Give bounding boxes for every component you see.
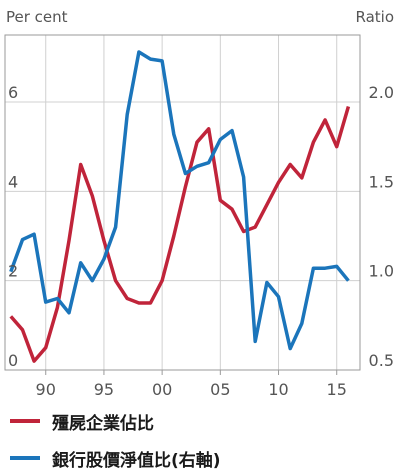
left-axis-tick-label: 2 bbox=[8, 262, 18, 281]
left-axis-tick-label: 6 bbox=[8, 83, 18, 102]
series-line-bank-pb-ratio bbox=[9, 50, 350, 351]
legend-swatch-blue bbox=[10, 456, 40, 460]
series-line-zombie-firms bbox=[9, 106, 351, 363]
plot-frame bbox=[4, 34, 361, 371]
right-axis-tick-label: 1.0 bbox=[369, 262, 394, 281]
x-axis-tick-label: 05 bbox=[210, 380, 230, 399]
right-axis-tick-label: 1.5 bbox=[369, 172, 394, 191]
left-axis-title: Per cent bbox=[6, 8, 68, 26]
chart-gridlines bbox=[5, 35, 360, 370]
chart-series bbox=[9, 50, 351, 363]
right-axis-title: Ratio bbox=[355, 8, 394, 26]
left-axis-tick-label: 0 bbox=[8, 351, 18, 370]
x-axis-tick-label: 95 bbox=[94, 380, 114, 399]
x-axis-tick-label: 15 bbox=[327, 380, 347, 399]
legend-label-zombie-firms: 殭屍企業佔比 bbox=[52, 413, 154, 434]
x-axis-tick-label: 00 bbox=[152, 380, 172, 399]
legend-item-zombie-firms: 殭屍企業佔比 bbox=[10, 408, 390, 434]
x-axis-tick-label: 10 bbox=[268, 380, 288, 399]
legend-label-bank-pb-ratio: 銀行股價淨值比(右軸) bbox=[52, 450, 221, 471]
right-axis-tick-label: 2.0 bbox=[369, 83, 394, 102]
left-axis-ticks: 0 2 4 6 bbox=[8, 83, 18, 370]
right-axis-ticks: 0.5 1.0 1.5 2.0 bbox=[369, 83, 394, 370]
legend-swatch-red bbox=[10, 419, 40, 423]
x-axis-ticks: 90 95 00 05 10 15 bbox=[36, 370, 347, 399]
right-axis-tick-label: 0.5 bbox=[369, 351, 394, 370]
legend-item-bank-pb-ratio: 銀行股價淨值比(右軸) bbox=[10, 445, 390, 471]
left-axis-tick-label: 4 bbox=[8, 172, 18, 191]
x-axis-tick-label: 90 bbox=[36, 380, 56, 399]
